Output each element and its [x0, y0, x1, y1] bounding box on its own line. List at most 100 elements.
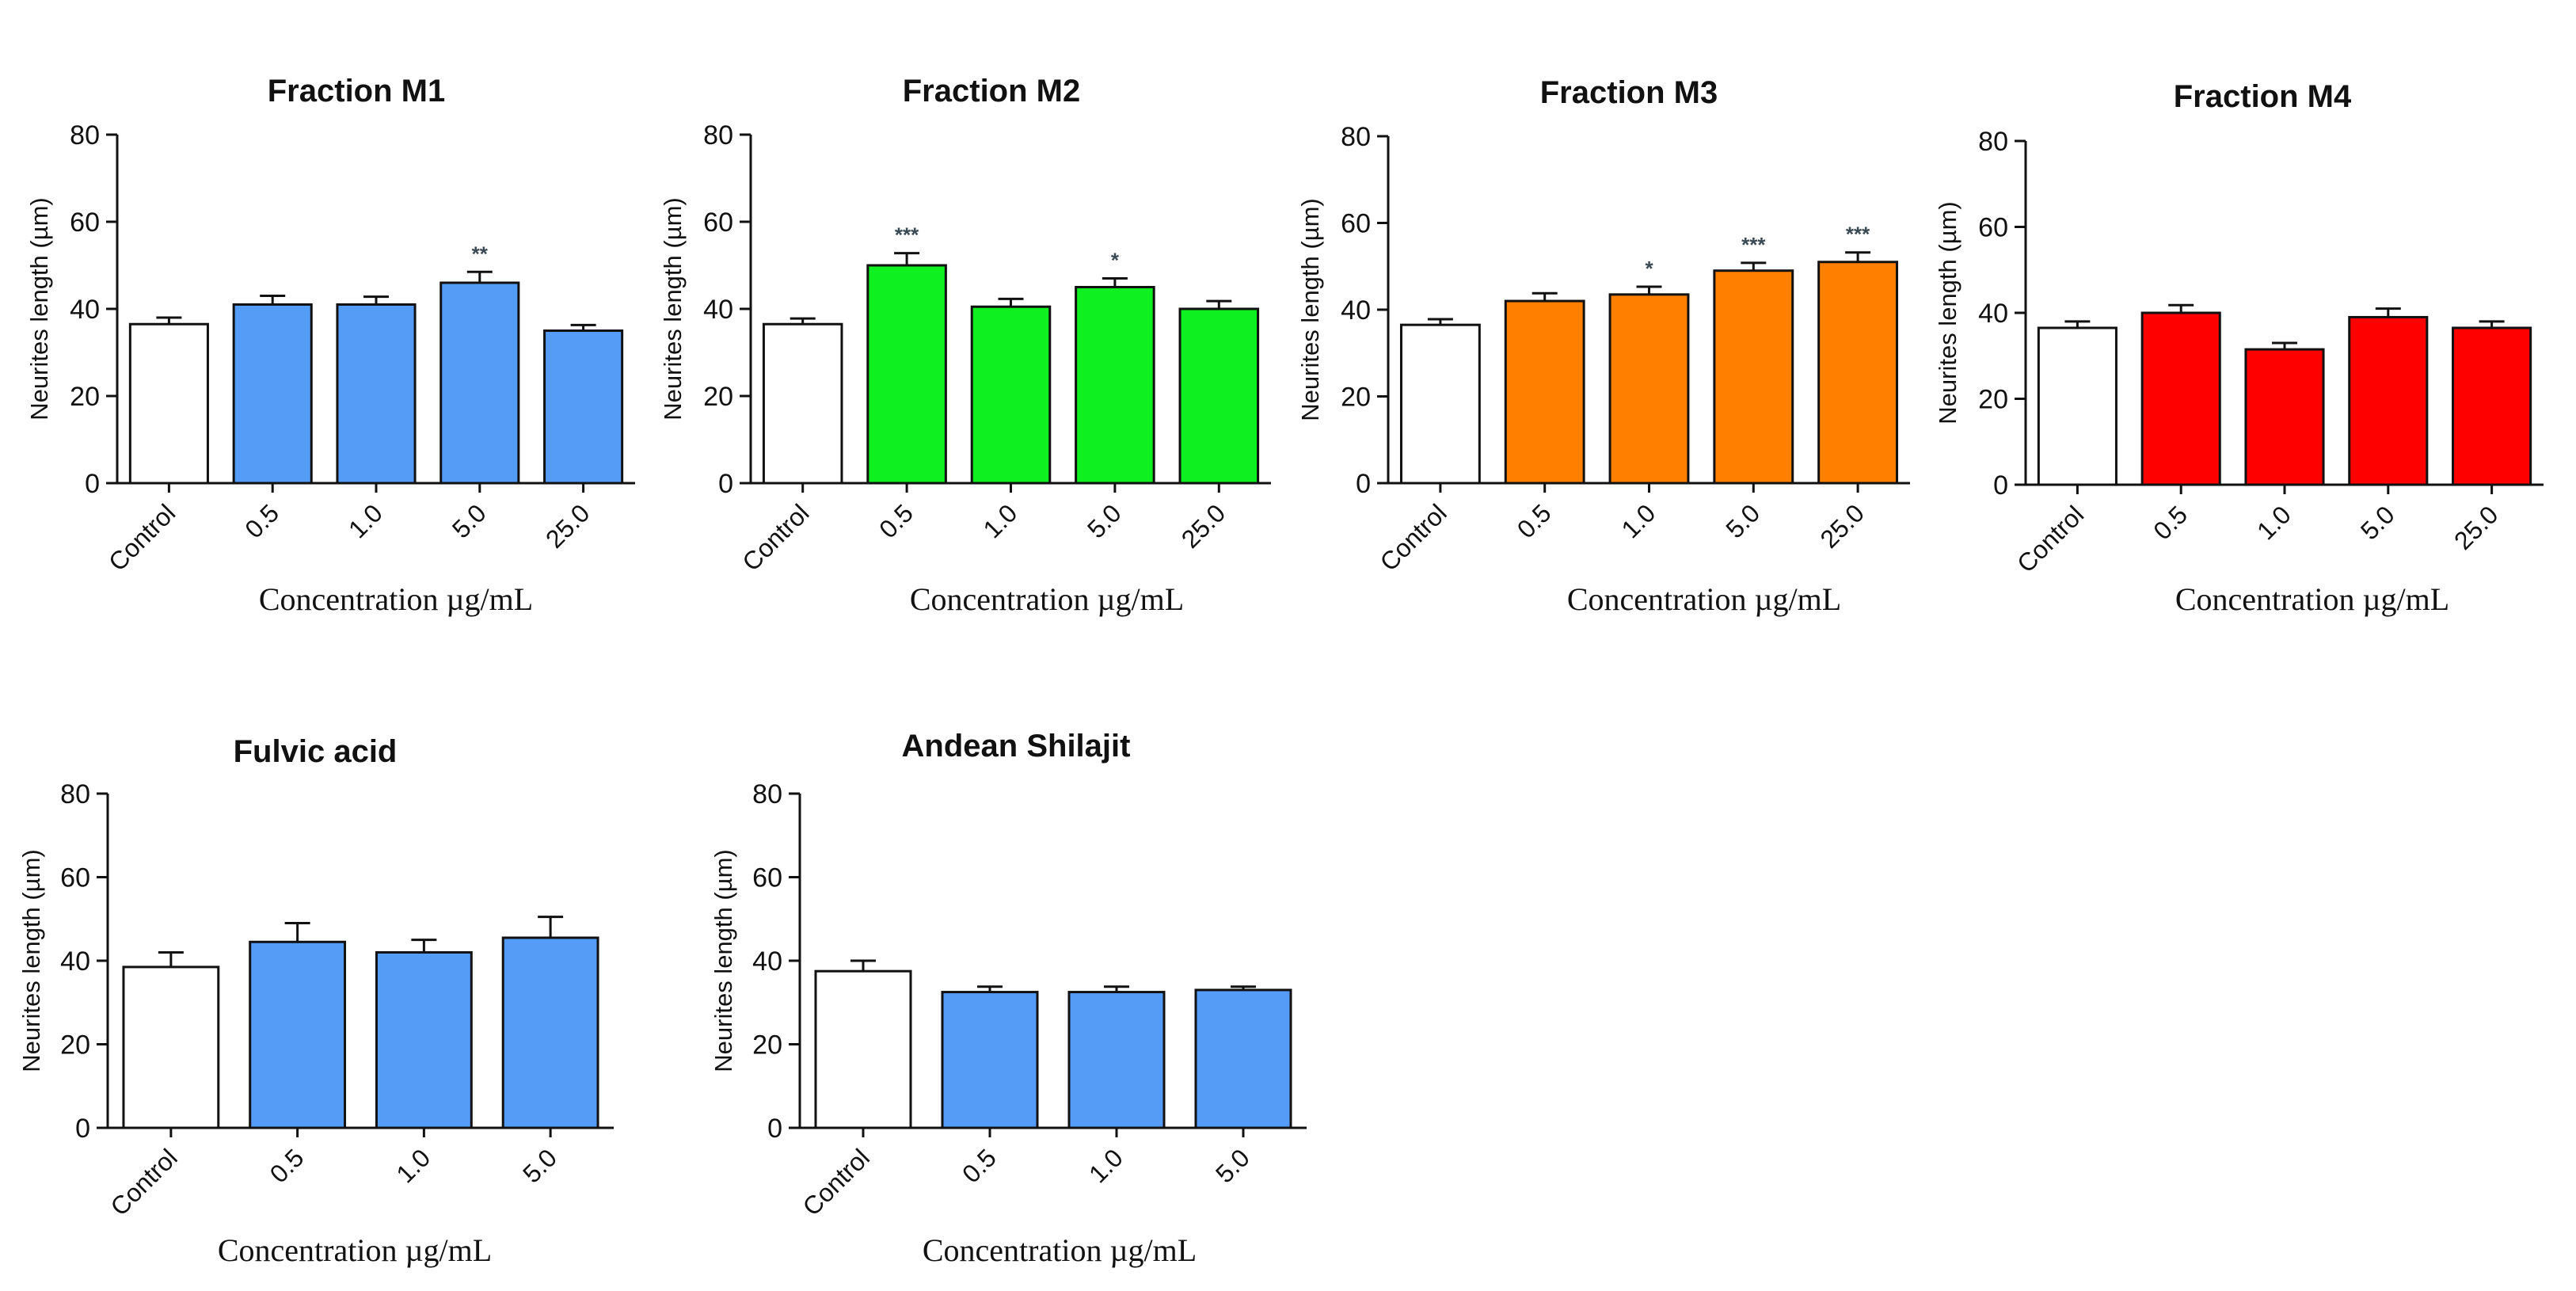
y-axis-label: Neurites length (µm)	[659, 197, 687, 420]
significance-marker: *	[1645, 257, 1653, 280]
significance-marker: ***	[1741, 233, 1766, 257]
x-tick-label: 1.0	[1616, 498, 1661, 543]
x-tick-label: 0.5	[1512, 498, 1557, 543]
x-tick-label: 5.0	[1210, 1143, 1255, 1188]
x-tick-label: 1.0	[390, 1143, 436, 1188]
y-tick-label: 20	[1978, 385, 2008, 415]
y-tick-label: 80	[1978, 127, 2008, 157]
y-tick-label: 0	[718, 469, 733, 499]
bar-0-5	[249, 940, 347, 1129]
chart-title: Fraction M3	[1540, 75, 1718, 110]
x-tick-label: 1.0	[978, 498, 1023, 543]
y-tick-label: 40	[1978, 299, 2008, 329]
x-tick-label: 5.0	[2355, 500, 2400, 545]
chart-title: Andean Shilajit	[902, 729, 1131, 764]
significance-marker: **	[472, 242, 489, 265]
x-tick-label: 25.0	[1815, 498, 1870, 553]
y-tick-label: 40	[1341, 295, 1371, 326]
y-tick-label: 40	[70, 295, 100, 325]
bar-5-0	[439, 281, 520, 485]
bar-control	[814, 969, 912, 1129]
y-tick-label: 60	[752, 863, 782, 893]
significance-marker: ***	[895, 223, 919, 247]
y-axis-label: Neurites length (µm)	[17, 849, 45, 1072]
chart-title: Fraction M2	[903, 74, 1080, 109]
x-tick-label: Control	[105, 1143, 182, 1221]
bar-1-0	[970, 305, 1052, 485]
bar-5-0	[1713, 269, 1794, 485]
bar-control	[122, 965, 220, 1129]
chart-panel-4: Fraction M4 0 20 40 60 80 Neurites length (µm)…	[1934, 79, 2544, 617]
y-tick-label: 0	[1356, 469, 1371, 499]
x-tick-label: 1.0	[1083, 1143, 1128, 1188]
x-tick-label: 0.5	[873, 498, 919, 543]
bar-25-0	[1817, 261, 1899, 485]
bar-0-5	[941, 991, 1039, 1129]
y-tick-label: 60	[703, 208, 733, 238]
x-tick-label: 0.5	[239, 498, 284, 543]
bar-25-0	[2452, 326, 2532, 486]
y-tick-label: 20	[752, 1030, 782, 1061]
y-tick-label: 20	[1341, 383, 1371, 413]
x-tick-label: 5.0	[1720, 498, 1765, 543]
y-tick-label: 20	[703, 382, 733, 412]
y-axis-label: Neurites length (µm)	[1934, 201, 1961, 424]
x-tick-label: 5.0	[447, 498, 492, 543]
bar-1-0	[1067, 991, 1166, 1129]
y-tick-label: 80	[70, 120, 100, 150]
bar-5-0	[2348, 315, 2429, 486]
x-axis-label: Concentration µg/mL	[1567, 581, 1841, 617]
chart-title: Fulvic acid	[234, 734, 398, 769]
y-tick-label: 20	[70, 382, 100, 412]
chart-panel-6: Andean Shilajit 0 20 40 60 80 Neurites length …	[710, 729, 1307, 1268]
bar-1-0	[336, 303, 417, 485]
y-tick-label: 80	[1341, 122, 1371, 152]
x-axis-label: Concentration µg/mL	[2175, 581, 2449, 617]
significance-marker: *	[1111, 249, 1120, 272]
y-tick-label: 0	[75, 1114, 90, 1144]
significance-marker: ***	[1846, 223, 1870, 246]
bar-25-0	[543, 329, 624, 485]
x-tick-label: 0.5	[264, 1143, 310, 1188]
y-tick-label: 60	[1978, 213, 2008, 243]
y-axis-label: Neurites length (µm)	[1296, 198, 1324, 421]
y-tick-label: 20	[60, 1030, 90, 1061]
x-tick-label: 0.5	[957, 1143, 1002, 1188]
x-tick-label: Control	[1374, 498, 1452, 576]
y-tick-label: 60	[1341, 209, 1371, 239]
y-tick-label: 80	[752, 779, 782, 809]
bar-0-5	[232, 303, 313, 485]
bar-0-5	[2140, 311, 2221, 486]
bar-0-5	[866, 264, 947, 485]
chart-panel-2: Fraction M2 0 20 40 60 80 Neurites length (µm)…	[659, 74, 1271, 617]
y-axis-label: Neurites length (µm)	[25, 197, 53, 420]
x-tick-label: 5.0	[517, 1143, 562, 1188]
chart-panel-1: Fraction M1 0 20 40 60 80 Neurites length (µm)…	[25, 74, 635, 617]
y-tick-label: 60	[70, 208, 100, 238]
bar-5-0	[1075, 286, 1155, 485]
y-tick-label: 0	[85, 469, 100, 499]
x-tick-label: Control	[2011, 500, 2089, 577]
bar-1-0	[1608, 293, 1690, 485]
bar-25-0	[1178, 307, 1260, 485]
x-tick-label: Control	[103, 498, 181, 576]
bar-control	[762, 322, 843, 485]
chart-panel-5: Fulvic acid 0 20 40 60 80 Neurites length (µm)…	[17, 734, 614, 1268]
bar-5-0	[501, 936, 599, 1129]
x-tick-label: Control	[736, 498, 814, 576]
x-tick-label: 25.0	[2449, 500, 2503, 554]
bar-0-5	[1504, 299, 1585, 485]
bar-control	[2037, 326, 2117, 486]
bar-control	[128, 322, 209, 485]
x-axis-label: Concentration µg/mL	[910, 581, 1184, 617]
x-tick-label: 1.0	[343, 498, 388, 543]
y-tick-label: 0	[767, 1114, 782, 1144]
bar-control	[1399, 323, 1481, 485]
y-tick-label: 80	[703, 120, 733, 150]
y-tick-label: 40	[60, 946, 90, 977]
y-tick-label: 80	[60, 779, 90, 809]
bar-1-0	[2244, 348, 2325, 486]
chart-panel-3: Fraction M3 0 20 40 60 80 Neurites length (µm)…	[1296, 75, 1910, 617]
bar-5-0	[1194, 988, 1292, 1129]
